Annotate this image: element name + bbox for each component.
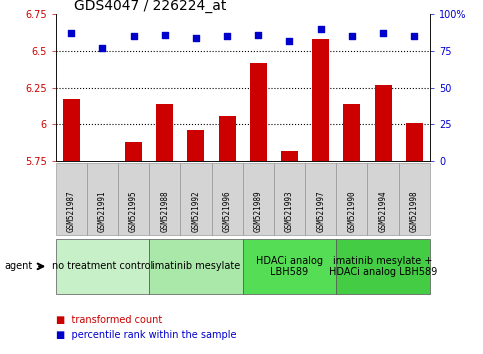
Point: [192, 35, 200, 40]
Bar: [63, 99, 80, 354]
Text: GDS4047 / 226224_at: GDS4047 / 226224_at: [74, 0, 227, 13]
Bar: [187, 130, 204, 354]
Text: GSM521988: GSM521988: [160, 190, 169, 232]
Point: [285, 38, 293, 44]
Text: GSM521991: GSM521991: [98, 190, 107, 232]
Bar: [374, 85, 392, 354]
Point: [223, 33, 231, 39]
Text: no treatment control: no treatment control: [52, 261, 153, 272]
Point: [348, 33, 356, 39]
Point: [99, 45, 106, 51]
Text: ■  transformed count: ■ transformed count: [56, 315, 162, 325]
Bar: [281, 151, 298, 354]
Text: GSM521994: GSM521994: [379, 190, 387, 232]
Point: [379, 30, 387, 36]
Text: GSM521989: GSM521989: [254, 190, 263, 232]
Text: GSM521997: GSM521997: [316, 190, 325, 232]
Text: ■  percentile rank within the sample: ■ percentile rank within the sample: [56, 330, 236, 339]
Text: GSM521998: GSM521998: [410, 190, 419, 232]
Text: GSM521996: GSM521996: [223, 190, 232, 232]
Bar: [156, 104, 173, 354]
Text: GSM521992: GSM521992: [191, 190, 200, 232]
Bar: [312, 39, 329, 354]
Text: HDACi analog
LBH589: HDACi analog LBH589: [256, 256, 323, 277]
Text: GSM521990: GSM521990: [347, 190, 356, 232]
Bar: [343, 104, 360, 354]
Bar: [406, 123, 423, 354]
Text: agent: agent: [5, 261, 33, 272]
Text: GSM521995: GSM521995: [129, 190, 138, 232]
Text: imatinib mesylate +
HDACi analog LBH589: imatinib mesylate + HDACi analog LBH589: [329, 256, 437, 277]
Point: [129, 33, 137, 39]
Text: imatinib mesylate: imatinib mesylate: [152, 261, 240, 272]
Bar: [94, 164, 111, 354]
Bar: [250, 63, 267, 354]
Point: [161, 32, 169, 38]
Text: GSM521993: GSM521993: [285, 190, 294, 232]
Point: [67, 30, 75, 36]
Point: [411, 33, 418, 39]
Bar: [218, 115, 236, 354]
Bar: [125, 142, 142, 354]
Point: [255, 32, 262, 38]
Text: GSM521987: GSM521987: [67, 190, 76, 232]
Point: [317, 26, 325, 32]
